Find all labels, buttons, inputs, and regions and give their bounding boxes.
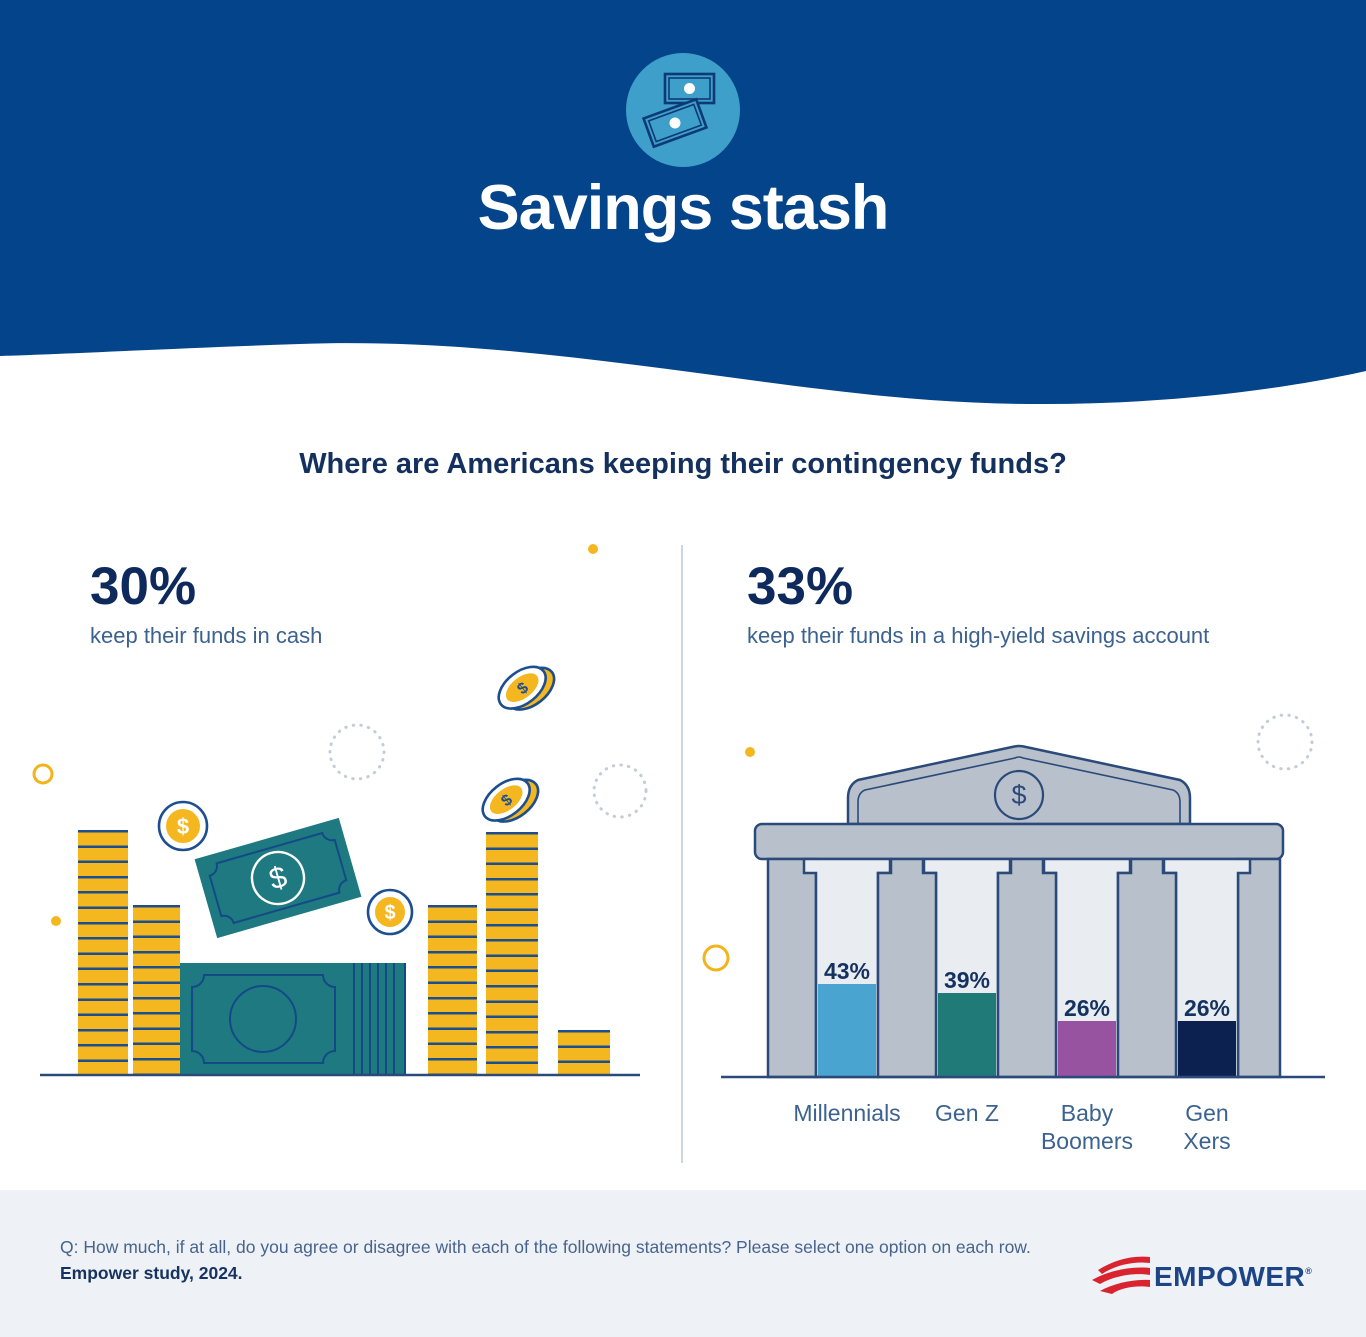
page-title: Savings stash — [477, 173, 890, 243]
bank-column — [1116, 857, 1178, 1079]
banknote-icon: $ — [194, 817, 362, 939]
value-label-babyboomers: 26% — [1064, 995, 1110, 1021]
category-label-genxers-line2: Xers — [1183, 1128, 1230, 1154]
stat-savings-label: keep their funds in a high-yield savings… — [747, 623, 1210, 648]
coin-stack — [133, 905, 180, 1075]
header-wave-background — [0, 0, 1366, 405]
decor-dot — [51, 916, 61, 926]
falling-coin-icon: $ — [497, 665, 556, 711]
category-label-millennials: Millennials — [793, 1100, 900, 1126]
decor-dot — [745, 747, 755, 757]
category-label-babyboomers-line2: Boomers — [1041, 1128, 1133, 1154]
bar-fill-babyboomers — [1058, 1021, 1116, 1076]
dollar-coin-icon: $ — [157, 800, 209, 852]
svg-text:$: $ — [177, 814, 189, 839]
svg-text:$: $ — [384, 902, 395, 924]
bank-dollar-emblem — [993, 769, 1045, 821]
empower-logo-text: EMPOWER® — [1154, 1261, 1312, 1292]
stat-cash-value: 30% — [90, 557, 197, 616]
decor-dotted-circle — [1256, 713, 1314, 771]
bar-fill-millennials — [818, 984, 876, 1076]
footer — [0, 1190, 1366, 1337]
footer-source-text: Q: How much, if at all, do you agree or … — [60, 1237, 1031, 1257]
svg-text:$: $ — [1011, 780, 1026, 810]
bank-pilaster — [1236, 857, 1282, 1079]
bank-pediment: $ — [846, 744, 1192, 826]
decor-dotted-circle — [328, 723, 386, 781]
category-label-genz: Gen Z — [935, 1100, 999, 1126]
bank-chart-illustration: $ 43% 39% 26% 26% — [700, 700, 1340, 1170]
coin-stack — [428, 905, 477, 1075]
bank-column — [996, 857, 1058, 1079]
bar-fill-genxers — [1178, 1021, 1236, 1076]
decor-ring — [32, 763, 54, 785]
category-label-genxers-line1: Gen — [1185, 1100, 1228, 1126]
cash-illustration: $ $ $ $ — [30, 540, 650, 1090]
value-label-genz: 39% — [944, 967, 990, 993]
coin-stack — [78, 830, 128, 1075]
dollar-coin-icon: $ — [366, 888, 414, 936]
bank-entablature — [753, 822, 1285, 861]
value-label-millennials: 43% — [824, 958, 870, 984]
banknotes-icon — [626, 53, 740, 167]
coin-stack — [558, 1030, 610, 1075]
empower-logo: EMPOWER® — [1092, 1256, 1312, 1294]
falling-coin-icon: $ — [481, 777, 540, 823]
bar-fill-genz — [938, 993, 996, 1076]
footer-study-text: Empower study, 2024. — [60, 1263, 243, 1283]
chart-question: Where are Americans keeping their contin… — [299, 448, 1067, 480]
category-label-babyboomers-line1: Baby — [1061, 1100, 1114, 1126]
banknote-stack-icon — [180, 963, 406, 1075]
cash-illustration-overlay: $ $ $ $ — [32, 544, 648, 1077]
decor-ring — [702, 944, 730, 972]
bank-column — [876, 857, 938, 1079]
coin-stack — [486, 832, 538, 1075]
stat-savings-value: 33% — [747, 557, 854, 616]
bank-chart: $ 43% 39% 26% 26% — [702, 713, 1325, 1154]
stat-cash-label: keep their funds in cash — [90, 623, 323, 648]
decor-dotted-circle — [592, 763, 648, 819]
bank-pilaster — [766, 857, 818, 1079]
section-divider — [681, 545, 683, 1163]
value-label-genxers: 26% — [1184, 995, 1230, 1021]
decor-dot — [588, 544, 598, 554]
empower-flag-icon — [1092, 1256, 1150, 1294]
